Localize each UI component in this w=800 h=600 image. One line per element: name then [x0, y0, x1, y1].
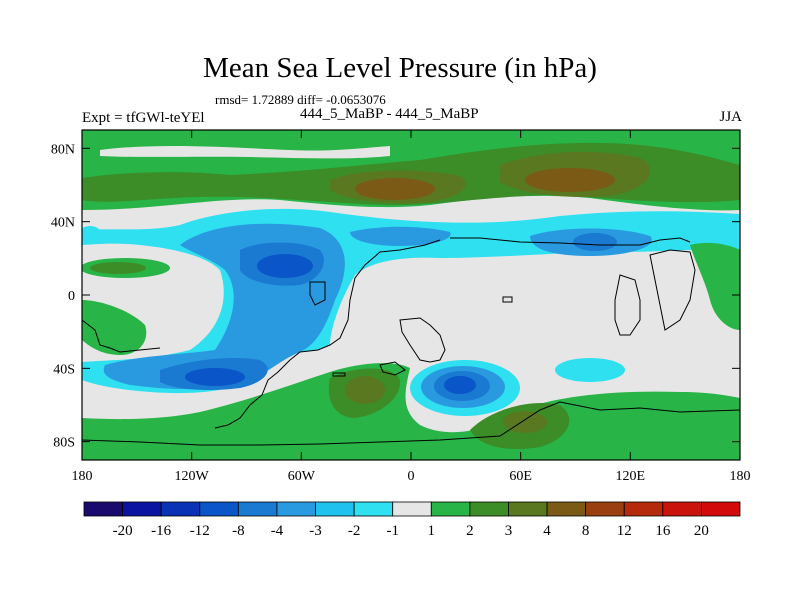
colorbar-label: -2 — [348, 523, 361, 539]
colorbar-label: 1 — [428, 523, 436, 539]
indian-ocean-low-core — [444, 376, 476, 394]
x-tick-label: 60W — [288, 469, 316, 484]
antarctica-coastline — [82, 401, 740, 446]
colorbar-swatch — [315, 501, 355, 517]
y-axis-ticks: 80N 40N 0 40S 80S — [51, 142, 740, 451]
colorbar-swatch — [237, 501, 278, 517]
colorbar-label: 8 — [582, 523, 590, 539]
colorbar-label: -16 — [151, 523, 171, 539]
north-atlantic-high-core — [355, 178, 435, 200]
colorbar-swatch — [662, 501, 702, 517]
colorbar-swatch — [469, 501, 509, 517]
colorbar-swatch — [623, 501, 664, 517]
north-america-coastline — [450, 237, 691, 246]
island-coastline — [502, 296, 513, 303]
y-tick-label: 80N — [51, 142, 75, 157]
colorbar-swatch — [392, 501, 432, 517]
colorbar-swatch — [430, 501, 471, 517]
colorbar-label: -3 — [309, 523, 322, 539]
south-georgia-coastline — [332, 372, 346, 377]
colorbar-label: 4 — [543, 523, 551, 539]
arctic-neutral-strip — [100, 145, 390, 159]
west-pacific-cyan-patch — [82, 226, 100, 238]
x-axis-ticks: 180 120W 60W 0 60E 120E 180 — [72, 130, 751, 484]
colorbar-label: -20 — [113, 523, 133, 539]
south-atlantic-high-core — [345, 376, 385, 404]
colorbar-swatch — [199, 501, 239, 517]
y-tick-label: 0 — [68, 289, 75, 304]
colorbar-label: -4 — [271, 523, 284, 539]
north-pacific-high-core — [525, 168, 615, 192]
colorbar-label: 3 — [505, 523, 513, 539]
indian-ocean-cyan-patch — [555, 358, 625, 382]
y-tick-label: 80S — [53, 436, 75, 451]
south-pacific-low-core — [185, 368, 245, 386]
colorbar-swatch — [160, 501, 201, 517]
y-tick-label: 40S — [53, 362, 75, 377]
experiment-label: Expt = tfGWl-teYEl — [82, 110, 205, 126]
americas-coastline — [214, 239, 441, 429]
x-tick-label: 180 — [730, 469, 751, 484]
colorbar-label: -1 — [386, 523, 399, 539]
comparison-label: 444_5_MaBP - 444_5_MaBP — [300, 106, 479, 122]
indo-australia-green-patch — [690, 242, 740, 330]
colorbar-label: -12 — [190, 523, 210, 539]
southern-ocean-positive-band — [82, 363, 740, 460]
north-pacific-west-high-core — [90, 262, 146, 274]
chart-title: Mean Sea Level Pressure (in hPa) — [203, 52, 597, 84]
colorbar-label: 12 — [617, 523, 632, 539]
greenland-coastline — [309, 281, 326, 306]
colorbar-swatch — [122, 501, 162, 517]
antarctic-indian-high-core — [503, 411, 547, 433]
asia-coastline — [649, 249, 696, 331]
colorbar-swatch — [508, 501, 548, 517]
season-label: JJA — [719, 109, 742, 125]
x-tick-label: 0 — [408, 469, 415, 484]
colorbar-swatch — [546, 501, 587, 517]
asia-low-core — [573, 233, 617, 251]
x-tick-label: 60E — [509, 469, 532, 484]
y-tick-label: 40N — [51, 216, 75, 231]
colorbar-label: 2 — [466, 523, 474, 539]
colorbar-swatch — [585, 501, 625, 517]
north-atlantic-low-core — [257, 254, 313, 278]
west-pacific-green-patch — [82, 300, 147, 355]
x-tick-label: 120E — [616, 469, 646, 484]
colorbar-swatch — [83, 501, 123, 517]
coastlines — [82, 237, 740, 446]
pressure-field — [82, 130, 740, 460]
south-america-coastline — [82, 319, 161, 353]
x-tick-label: 120W — [175, 469, 210, 484]
colorbar-swatch — [353, 501, 394, 517]
colorbar-label: 16 — [655, 523, 671, 539]
stats-label: rmsd= 1.72889 diff= -0.0653076 — [215, 92, 386, 107]
x-tick-label: 180 — [72, 469, 93, 484]
colorbar: -20 -16 -12 -8 -4 -3 -2 -1 1 2 3 4 8 12 16 20 — [83, 501, 741, 539]
australia-coastline — [614, 274, 641, 336]
colorbar-swatch — [276, 501, 316, 517]
africa-coastline — [399, 317, 446, 363]
cape-coastline — [379, 361, 406, 376]
atlantic-low-lvl3 — [350, 226, 451, 246]
colorbar-label: -8 — [232, 523, 245, 539]
colorbar-label: 20 — [694, 523, 709, 539]
colorbar-swatch — [701, 501, 741, 517]
